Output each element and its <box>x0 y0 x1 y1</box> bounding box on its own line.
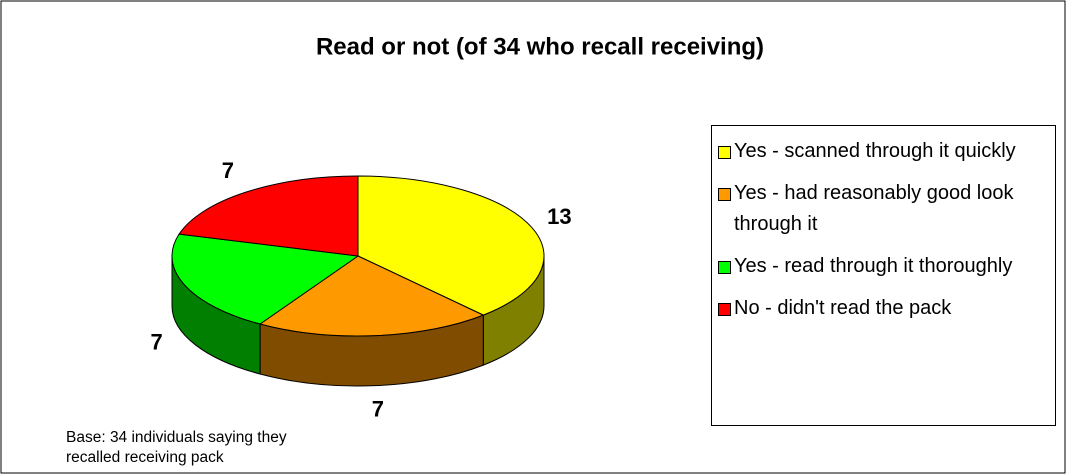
annotation: Base: 34 individuals saying they recalle… <box>66 429 287 466</box>
legend-label: No - didn't read the pack <box>734 297 952 319</box>
legend-swatch <box>718 146 731 159</box>
data-label: 7 <box>150 330 162 355</box>
chart-title: Read or not (of 34 who recall receiving) <box>316 33 764 60</box>
legend-label: Yes - scanned through it quickly <box>734 140 1016 162</box>
legend-swatch <box>718 303 731 316</box>
legend-swatch <box>718 261 731 274</box>
data-label: 7 <box>372 396 384 421</box>
slice <box>258 255 485 337</box>
slice <box>171 233 360 325</box>
slice <box>178 175 359 257</box>
data-label: 13 <box>547 204 571 229</box>
legend-entry: Yes - scanned through it quickly <box>718 136 1049 167</box>
legend-entry: No - didn't read the pack <box>718 293 1049 324</box>
legend-entry: Yes - had reasonably good look through i… <box>718 178 1049 240</box>
legend-swatch <box>718 188 731 201</box>
legend-label: Yes - had reasonably good look through i… <box>734 182 1014 235</box>
data-label: 7 <box>222 158 234 183</box>
legend-label: Yes - read through it thoroughly <box>734 255 1013 277</box>
legend-entry: Yes - read through it thoroughly <box>718 251 1049 282</box>
slice <box>357 175 545 316</box>
legend: Yes - scanned through it quickly Yes - ha… <box>711 125 1056 426</box>
